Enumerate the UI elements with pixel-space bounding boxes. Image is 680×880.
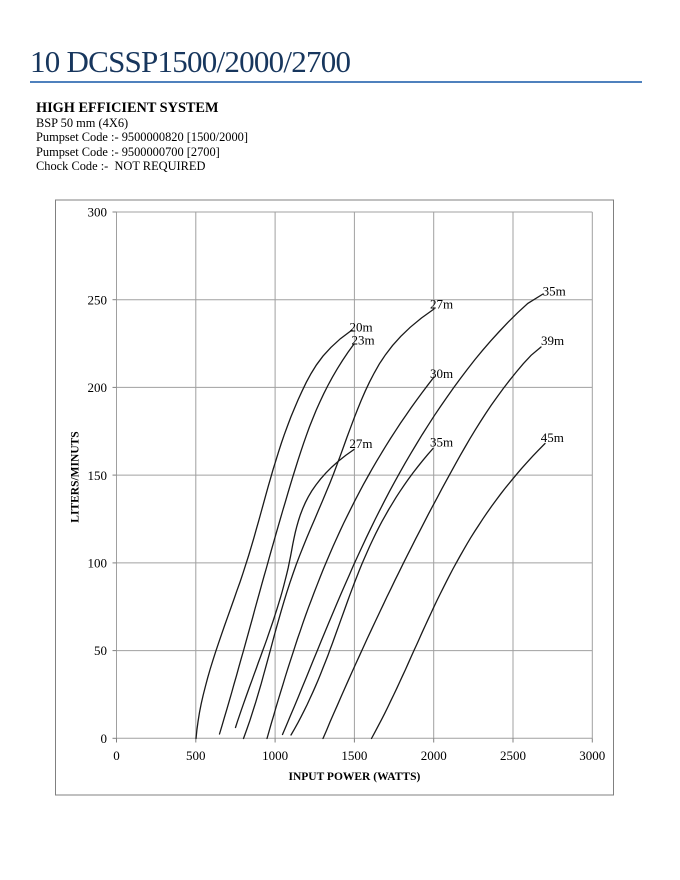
svg-text:0: 0 [113, 748, 120, 763]
svg-text:2500: 2500 [500, 748, 526, 763]
svg-text:23m: 23m [352, 333, 375, 348]
svg-text:250: 250 [88, 292, 108, 307]
svg-text:27m: 27m [430, 297, 453, 312]
svg-text:50: 50 [94, 643, 107, 658]
svg-text:2000: 2000 [421, 748, 447, 763]
svg-text:45m: 45m [541, 430, 564, 445]
svg-text:100: 100 [88, 556, 108, 571]
svg-text:200: 200 [88, 380, 108, 395]
svg-text:27m: 27m [349, 436, 372, 451]
svg-text:0: 0 [101, 731, 108, 746]
svg-text:500: 500 [186, 748, 206, 763]
svg-text:35m: 35m [543, 283, 566, 298]
svg-text:300: 300 [88, 205, 108, 220]
svg-text:1500: 1500 [341, 748, 367, 763]
svg-text:20m: 20m [350, 320, 373, 335]
svg-text:150: 150 [88, 468, 108, 483]
svg-text:35m: 35m [430, 434, 453, 449]
svg-text:INPUT POWER (WATTS): INPUT POWER (WATTS) [288, 771, 420, 783]
svg-text:3000: 3000 [579, 748, 605, 763]
svg-text:1000: 1000 [262, 748, 288, 763]
svg-text:39m: 39m [541, 333, 564, 348]
svg-text:LITERS/MINUTS: LITERS/MINUTS [70, 431, 82, 522]
svg-text:30m: 30m [430, 366, 453, 381]
